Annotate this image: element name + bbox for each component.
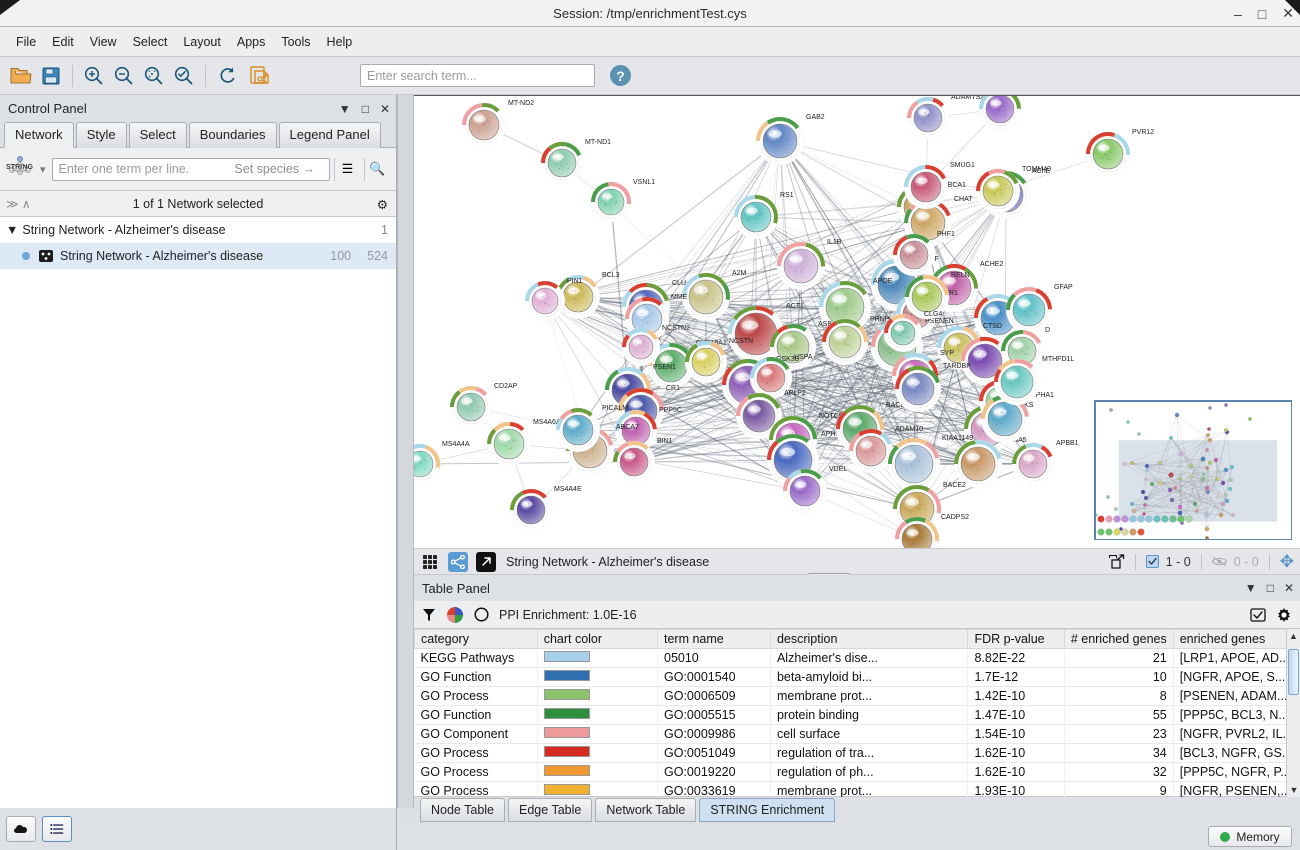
svg-text:PVR12: PVR12	[1132, 129, 1154, 136]
svg-text:VSNL1: VSNL1	[633, 179, 655, 186]
svg-text:A2M: A2M	[732, 270, 747, 277]
svg-text:TARDBP: TARDBP	[943, 363, 971, 370]
svg-text:MS4A4A: MS4A4A	[442, 441, 470, 448]
svg-text:PSEN1: PSEN1	[653, 364, 676, 371]
svg-text:APLP2: APLP2	[784, 390, 806, 397]
svg-text:ACT1: ACT1	[786, 303, 804, 310]
svg-text:ACHE2: ACHE2	[980, 261, 1003, 268]
svg-text:CLG4: CLG4	[924, 311, 942, 318]
svg-text:CLU: CLU	[672, 280, 686, 287]
svg-text:BCL3: BCL3	[602, 272, 620, 279]
svg-text:NCSTN: NCSTN	[729, 338, 753, 345]
svg-text:TOMM40: TOMM40	[1022, 166, 1051, 173]
svg-text:GAB2: GAB2	[806, 114, 825, 121]
svg-text:ADAMTS2: ADAMTS2	[951, 96, 984, 101]
svg-text:BACE2: BACE2	[943, 482, 966, 489]
svg-text:MT-ND1: MT-ND1	[585, 139, 611, 146]
svg-text:CR1: CR1	[666, 385, 680, 392]
svg-text:GFAP: GFAP	[1054, 284, 1073, 291]
svg-text:VDEL: VDEL	[829, 466, 847, 473]
svg-text:MTHFD1L: MTHFD1L	[1042, 356, 1074, 363]
svg-text:PHF1: PHF1	[937, 231, 955, 238]
svg-text:PRNP: PRNP	[870, 316, 890, 323]
svg-text:ABCA7: ABCA7	[616, 424, 639, 431]
svg-text:APOE: APOE	[873, 278, 893, 285]
svg-text:CHAT: CHAT	[954, 196, 973, 203]
svg-text:PICALM: PICALM	[602, 405, 628, 412]
svg-text:SYP: SYP	[940, 350, 954, 357]
svg-text:NCSTN2: NCSTN2	[662, 325, 690, 332]
svg-text:MT-ND2: MT-ND2	[508, 100, 534, 107]
svg-text:IL1B: IL1B	[827, 239, 842, 246]
svg-text:PSENEN: PSENEN	[925, 318, 954, 325]
svg-text:RELN: RELN	[951, 272, 970, 279]
svg-text:RS1: RS1	[780, 192, 794, 199]
svg-text:BIN1: BIN1	[657, 438, 673, 445]
svg-text:PIN1: PIN1	[567, 278, 583, 285]
svg-text:CADPS2: CADPS2	[941, 514, 969, 521]
svg-text:CTSD: CTSD	[983, 323, 1002, 330]
svg-text:PPP5C: PPP5C	[659, 407, 682, 414]
svg-text:HSPA: HSPA	[794, 354, 813, 361]
svg-text:MME: MME	[671, 294, 688, 301]
svg-text:CD2AP: CD2AP	[494, 383, 518, 390]
svg-text:APBB1: APBB1	[1056, 440, 1079, 447]
svg-text:D: D	[1045, 327, 1050, 334]
svg-text:ADAM10: ADAM10	[895, 426, 923, 433]
svg-text:MS4A4E: MS4A4E	[554, 486, 582, 493]
svg-text:SMUG1: SMUG1	[950, 162, 975, 169]
svg-text:KIAA1149: KIAA1149	[942, 435, 973, 442]
